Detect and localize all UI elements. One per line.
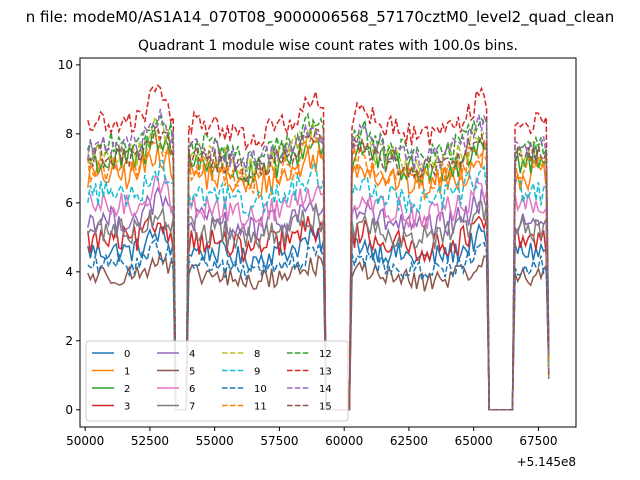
x-offset-text: +5.145e8 (517, 455, 576, 469)
legend-label-6: 6 (189, 384, 195, 395)
legend-label-3: 3 (124, 402, 130, 413)
legend-label-13: 13 (319, 367, 332, 378)
series-13-line (87, 84, 550, 411)
legend-label-12: 12 (319, 349, 332, 360)
legend-label-2: 2 (124, 384, 130, 395)
x-tick-label: 52500 (131, 434, 169, 448)
series-14-line (87, 108, 550, 411)
series-15-line (87, 125, 550, 411)
x-tick-label: 60000 (325, 434, 363, 448)
legend-label-15: 15 (319, 402, 332, 413)
y-axis: 0 2 4 6 8 10 (58, 58, 80, 417)
y-tick-label: 4 (65, 265, 73, 279)
legend-label-4: 4 (189, 349, 195, 360)
x-tick-label: 50000 (66, 434, 104, 448)
y-tick-label: 0 (65, 403, 73, 417)
x-tick-label: 55000 (196, 434, 234, 448)
series-6-line (87, 175, 550, 411)
series-1-line (87, 139, 550, 411)
series-12-line (87, 111, 550, 411)
x-axis: 50000 52500 55000 57500 60000 62500 65000 67500 (66, 427, 558, 448)
legend-label-10: 10 (254, 384, 267, 395)
legend-label-9: 9 (254, 367, 260, 378)
y-tick-label: 6 (65, 196, 73, 210)
y-tick-label: 8 (65, 127, 73, 141)
series-5-line (87, 252, 550, 411)
x-tick-label: 62500 (390, 434, 428, 448)
legend-label-0: 0 (124, 349, 130, 360)
legend-label-8: 8 (254, 349, 260, 360)
figure-suptitle: n file: modeM0/AS1A14_070T08_9000006568_… (26, 8, 615, 27)
series-0-line (87, 222, 550, 411)
series-7-line (87, 200, 550, 411)
x-tick-label: 67500 (519, 434, 557, 448)
x-tick-label: 65000 (455, 434, 493, 448)
y-tick-label: 2 (65, 334, 73, 348)
series-layer (87, 84, 550, 411)
series-8-line (87, 115, 550, 411)
legend-label-11: 11 (254, 402, 267, 413)
y-tick-label: 10 (58, 58, 73, 72)
legend-label-7: 7 (189, 402, 195, 413)
legend-label-1: 1 (124, 367, 130, 378)
series-10-line (87, 238, 550, 411)
legend-label-5: 5 (189, 367, 195, 378)
series-9-line (87, 159, 550, 411)
x-tick-label: 57500 (260, 434, 298, 448)
chart-title: Quadrant 1 module wise count rates with … (138, 38, 518, 54)
legend-label-14: 14 (319, 384, 332, 395)
axes-frame (79, 57, 577, 428)
legend-frame (85, 340, 349, 422)
